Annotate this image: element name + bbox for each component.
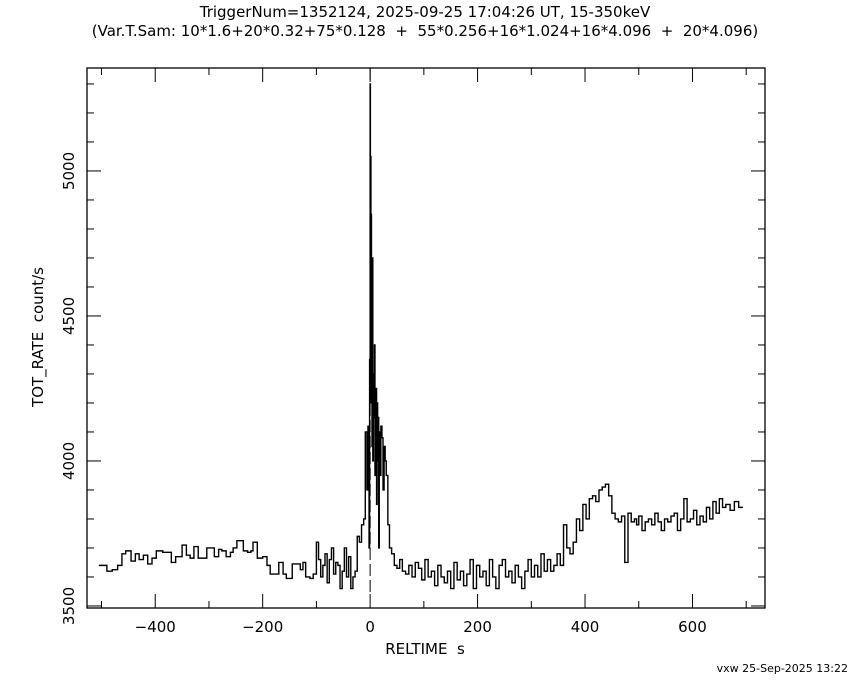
chart-title: TriggerNum=1352124, 2025-09-25 17:04:26 …	[199, 3, 651, 21]
chart-subtitle: (Var.T.Sam: 10*1.6+20*0.32+75*0.128 + 55…	[91, 22, 759, 40]
y-tick-label: 4500	[60, 297, 78, 335]
x-tick-label: 600	[678, 618, 707, 636]
y-tick-label: 3500	[60, 587, 78, 625]
y-tick-label: 4000	[60, 442, 78, 480]
x-tick-label: 200	[463, 618, 492, 636]
x-axis-label: RELTIME s	[385, 640, 465, 658]
x-tick-label: −200	[242, 618, 283, 636]
footer-stamp: vxw 25-Sep-2025 13:22	[716, 662, 848, 675]
x-tick-label: 400	[571, 618, 600, 636]
light-curve-series	[98, 83, 743, 590]
y-tick-label: 5000	[60, 152, 78, 190]
plot-frame	[86, 67, 766, 609]
x-tick-label: −400	[135, 618, 176, 636]
x-tick-label: 0	[365, 618, 375, 636]
